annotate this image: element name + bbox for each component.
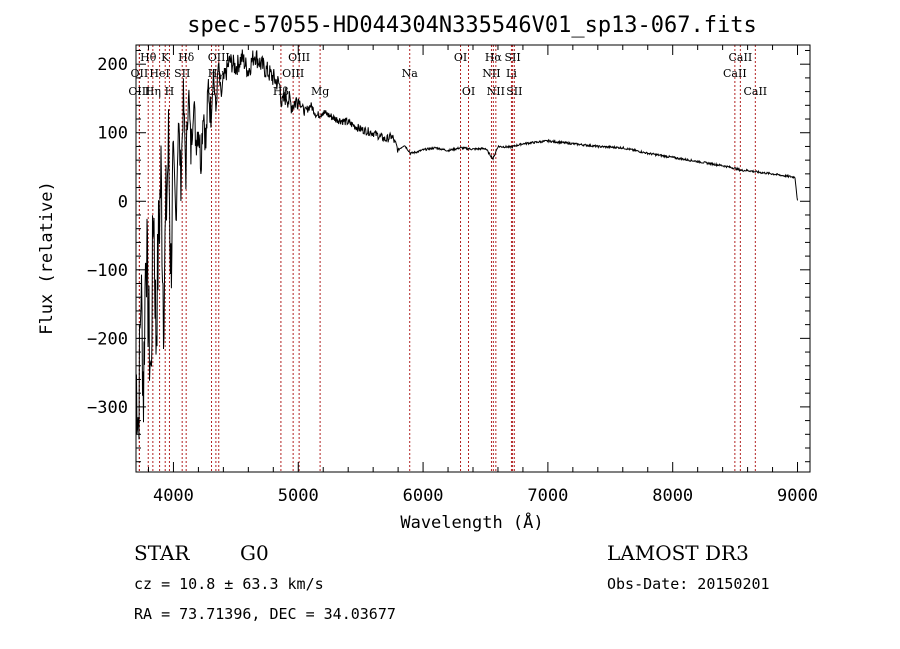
x-tick-label: 9000	[777, 486, 818, 506]
line-marker-label: Hθ	[140, 51, 157, 64]
line-marker-label: Hα	[485, 51, 503, 64]
observation-date: Obs-Date: 20150201	[607, 575, 770, 593]
line-marker-label: G	[207, 85, 216, 98]
line-marker-label: K	[161, 51, 170, 64]
spectrum-line	[135, 49, 798, 440]
y-tick-label: −200	[87, 329, 128, 349]
x-tick-label: 7000	[527, 486, 568, 506]
line-marker-label: OIII	[288, 51, 310, 64]
line-marker-label: Na	[402, 67, 419, 80]
y-axis: −300 −200 −100 0 100 200	[87, 49, 810, 463]
line-marker-label: H	[165, 85, 175, 98]
line-marker-label: CaII	[743, 85, 767, 98]
line-marker-label: OIII	[208, 51, 230, 64]
line-marker-label: NII	[482, 67, 500, 80]
x-tick-label: 6000	[403, 486, 444, 506]
x-axis-label: Wavelength (Å)	[400, 511, 543, 533]
y-axis-label: Flux (relative)	[37, 181, 57, 335]
y-tick-label: 0	[118, 192, 128, 212]
line-marker-label: Hη	[145, 85, 161, 98]
line-marker-label: CaII	[729, 51, 753, 64]
line-markers	[138, 45, 756, 472]
y-tick-label: 100	[97, 124, 128, 144]
chart-title: spec-57055-HD044304N335546V01_sp13-067.f…	[187, 13, 757, 38]
coordinates: RA = 73.71396, DEC = 34.03677	[134, 605, 396, 623]
line-marker-label: OI	[454, 51, 467, 64]
y-tick-label: −100	[87, 261, 128, 281]
x-tick-label: 4000	[153, 486, 194, 506]
redshift-velocity: cz = 10.8 ± 63.3 km/s	[134, 575, 324, 593]
line-marker-label: OI	[462, 85, 475, 98]
survey-name: LAMOST DR3	[607, 541, 749, 565]
line-marker-label: HeI	[149, 67, 169, 80]
line-marker-label: Mg	[311, 85, 329, 98]
x-tick-label: 8000	[652, 486, 693, 506]
line-marker-label: SII	[504, 51, 520, 64]
x-tick-label: 5000	[278, 486, 319, 506]
x-axis: 4000 5000 6000 7000 8000 9000	[147, 45, 818, 506]
line-marker-label: Hδ	[178, 51, 195, 64]
line-marker-label: CaII	[723, 67, 747, 80]
line-marker-label: SII	[174, 67, 190, 80]
line-marker-label: SII	[506, 85, 522, 98]
plot-frame	[135, 44, 811, 473]
line-marker-label: NII	[487, 85, 505, 98]
line-marker-label: OIII	[282, 67, 304, 80]
object-class: STAR	[134, 541, 190, 565]
line-marker-label: OII	[131, 67, 149, 80]
y-tick-label: −300	[87, 398, 128, 418]
line-marker-label: Hγ	[208, 67, 225, 80]
object-subclass: G0	[240, 541, 269, 565]
line-marker-label: Li	[506, 67, 517, 80]
y-tick-label: 200	[97, 55, 128, 75]
